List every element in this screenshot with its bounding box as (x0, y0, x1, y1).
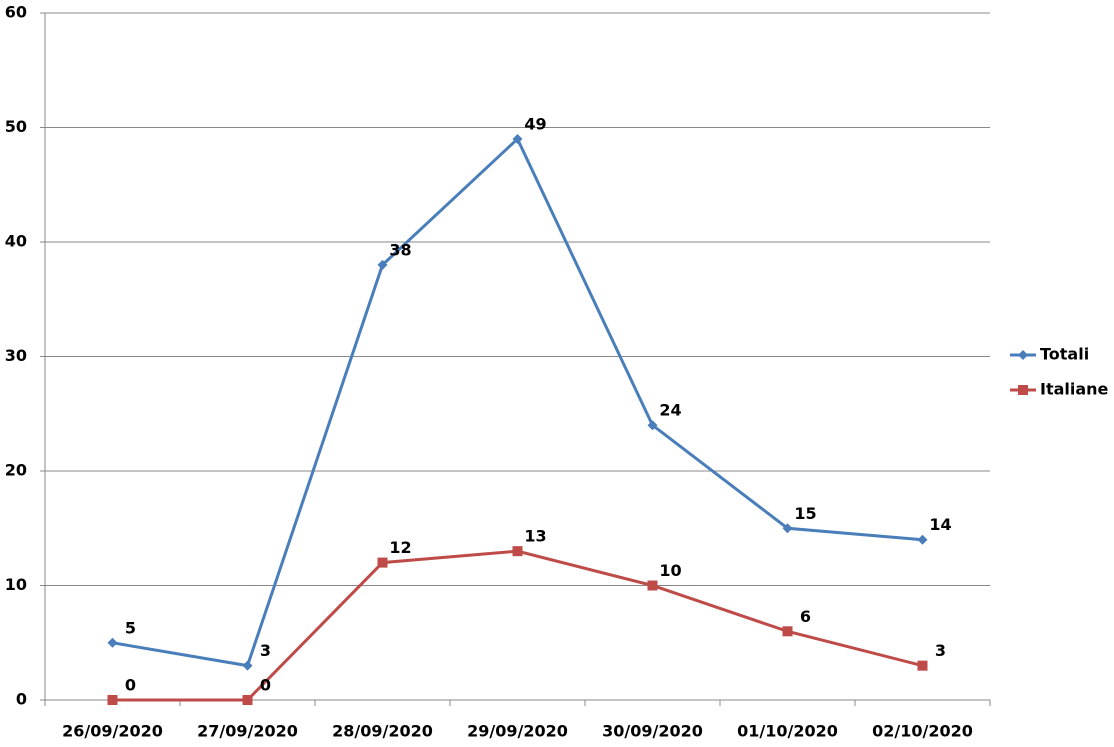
x-tick-label: 26/09/2020 (62, 722, 163, 741)
legend-label: Totali (1040, 345, 1089, 364)
point (107, 637, 118, 648)
point (377, 259, 388, 270)
data-label: 0 (125, 676, 136, 695)
point (512, 133, 523, 144)
y-tick-label: 20 (5, 461, 27, 480)
point (1018, 350, 1028, 360)
x-tick-label: 29/09/2020 (467, 722, 568, 741)
y-tick-label: 10 (5, 575, 27, 594)
point (917, 660, 928, 671)
data-label: 3 (260, 641, 271, 660)
point (242, 695, 253, 705)
x-tick-label: 30/09/2020 (602, 722, 703, 741)
y-tick-label: 60 (5, 3, 27, 22)
x-tick-label: 28/09/2020 (332, 722, 433, 741)
data-label: 5 (125, 618, 136, 637)
data-label: 0 (260, 676, 271, 695)
point (377, 557, 388, 568)
data-label: 14 (929, 515, 951, 534)
data-label: 3 (935, 641, 946, 660)
x-tick-label: 01/10/2020 (737, 722, 838, 741)
point (647, 580, 658, 591)
point (782, 523, 793, 534)
point (917, 534, 928, 545)
data-label: 6 (800, 607, 811, 626)
series-line (112, 136, 923, 668)
x-tick-label: 02/10/2020 (872, 722, 973, 741)
data-label: 12 (389, 538, 411, 557)
y-tick-label: 30 (5, 346, 27, 365)
point (242, 660, 253, 671)
y-tick-label: 0 (16, 690, 27, 709)
point (107, 695, 118, 705)
point (782, 626, 793, 637)
y-tick-label: 40 (5, 232, 27, 251)
point (512, 546, 523, 557)
point (647, 420, 658, 431)
x-tick-label: 27/09/2020 (197, 722, 298, 741)
data-label: 10 (659, 561, 681, 580)
data-label: 49 (524, 114, 546, 133)
point (1018, 385, 1028, 395)
legend-label: Italiane (1040, 380, 1109, 399)
data-label: 13 (524, 527, 546, 546)
data-label: 15 (794, 504, 816, 523)
data-label: 24 (659, 401, 681, 420)
data-label: 38 (389, 240, 411, 259)
y-tick-label: 50 (5, 117, 27, 136)
